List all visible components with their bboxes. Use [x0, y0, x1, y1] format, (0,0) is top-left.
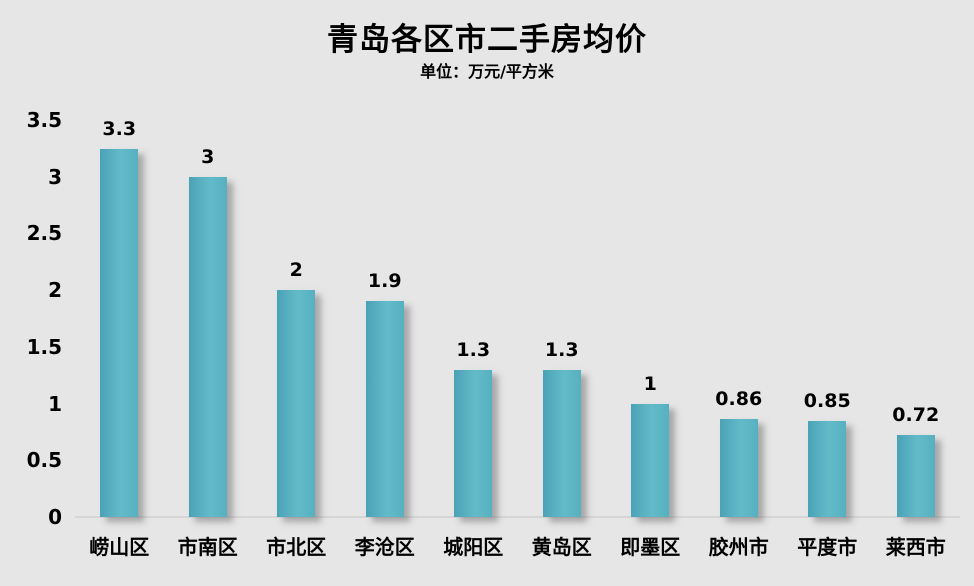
bar: [454, 370, 493, 517]
category-label: 李沧区: [354, 535, 415, 559]
chart-title: 青岛各区市二手房均价: [327, 22, 647, 58]
category-label: 黄岛区: [531, 535, 592, 559]
bar-slot: 0.72: [872, 120, 961, 517]
bar: [365, 301, 404, 517]
bar: [100, 149, 139, 517]
category-label: 胶州市: [708, 535, 769, 559]
value-label: 0.86: [715, 388, 763, 410]
value-label: 1.3: [544, 339, 579, 361]
bar-slot: 1.3: [429, 120, 518, 517]
category-label: 即墨区: [620, 535, 681, 559]
y-tick-label: 0: [48, 505, 62, 529]
y-tick-label: 3: [48, 164, 62, 189]
bar: [631, 404, 670, 517]
category-label: 莱西市: [885, 535, 946, 559]
bar: [542, 370, 581, 517]
bar-slot: 0.85: [783, 120, 872, 517]
value-label: 1: [643, 373, 657, 395]
y-tick-label: 1: [48, 391, 62, 416]
bar: [188, 177, 227, 517]
bar-slot: 0.86: [695, 120, 784, 517]
y-tick-label: 3.5: [26, 108, 62, 132]
bar-series: 3.3 3 2 1.9 1.3 1.3 1 0.86 0.85 0.72: [75, 120, 960, 517]
category-label: 平度市: [797, 535, 858, 559]
y-tick-label: 2: [48, 278, 62, 303]
bar-slot: 1.9: [341, 120, 430, 517]
value-label: 1.9: [367, 270, 402, 292]
bar-slot: 1.3: [518, 120, 607, 517]
y-tick-label: 0.5: [26, 448, 62, 473]
value-label: 0.85: [803, 390, 851, 412]
value-label: 3.3: [102, 118, 137, 140]
value-label: 2: [289, 259, 303, 281]
bar-slot: 3: [164, 120, 253, 517]
plot-area: 3.3 3 2 1.9 1.3 1.3 1 0.86 0.85 0.72: [75, 120, 960, 518]
y-tick-label: 1.5: [26, 334, 62, 359]
value-label: 0.72: [892, 404, 940, 426]
chart-subtitle: 单位：万元/平方米: [420, 62, 554, 81]
category-label: 市南区: [177, 535, 238, 559]
bar-slot: 1: [606, 120, 695, 517]
value-label: 1.3: [456, 339, 491, 361]
y-tick-label: 2.5: [26, 221, 62, 246]
bar: [808, 421, 847, 517]
value-label: 3: [201, 146, 215, 168]
bar-slot: 2: [252, 120, 341, 517]
y-axis: 0 0.5 1 1.5 2 2.5 3 3.5: [0, 110, 62, 527]
bar: [277, 290, 316, 517]
category-label: 市北区: [266, 535, 327, 559]
bar-slot: 3.3: [75, 120, 164, 517]
x-axis-line: [75, 516, 960, 518]
category-label: 城阳区: [443, 535, 504, 559]
category-label: 崂山区: [89, 535, 150, 559]
bar: [719, 419, 758, 517]
bar: [896, 435, 935, 517]
x-axis: 崂山区 市南区 市北区 李沧区 城阳区 黄岛区 即墨区 胶州市 平度市 莱西市: [75, 531, 960, 560]
